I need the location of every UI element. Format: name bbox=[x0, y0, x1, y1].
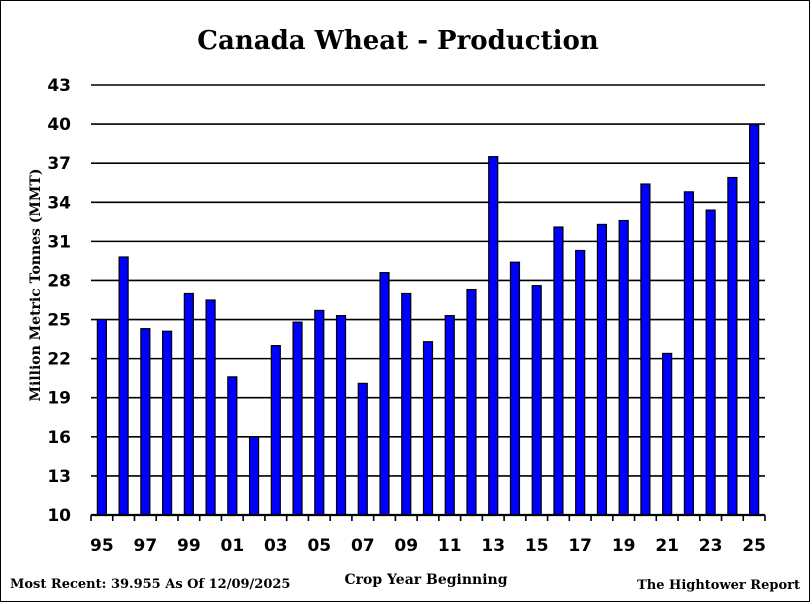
bar-17 bbox=[575, 249, 586, 516]
bar-08 bbox=[379, 272, 390, 516]
x-axis-label: Crop Year Beginning bbox=[344, 572, 507, 588]
y-tick-label: 28 bbox=[47, 271, 71, 291]
y-tick-label: 10 bbox=[47, 506, 71, 526]
bar-19 bbox=[618, 219, 629, 516]
x-tick-label: 99 bbox=[177, 536, 201, 556]
y-tick-label: 19 bbox=[47, 389, 71, 409]
bar-07 bbox=[357, 382, 368, 516]
y-tick-label: 13 bbox=[47, 467, 71, 487]
bar-00 bbox=[205, 299, 216, 516]
y-tick-label: 31 bbox=[47, 232, 71, 252]
bar-96 bbox=[118, 256, 129, 516]
bar-06 bbox=[335, 315, 347, 516]
x-tick-label: 23 bbox=[699, 536, 723, 556]
x-tick-label: 09 bbox=[394, 536, 418, 556]
y-tick-label: 40 bbox=[47, 115, 71, 135]
bar-11 bbox=[444, 315, 455, 516]
source-credit: The Hightower Report bbox=[637, 578, 800, 593]
bar-09 bbox=[401, 292, 412, 516]
y-tick-labels: 10 13 16 19 22 25 28 31 34 37 40 43 bbox=[47, 76, 71, 526]
bar-03 bbox=[270, 345, 281, 516]
x-tick-label: 21 bbox=[655, 536, 679, 556]
bar-25 bbox=[749, 124, 760, 516]
bar-18 bbox=[596, 223, 608, 516]
y-tick-label: 22 bbox=[47, 350, 71, 370]
x-tick-label: 13 bbox=[481, 536, 505, 556]
x-tick-label: 95 bbox=[90, 536, 114, 556]
bars bbox=[96, 124, 760, 516]
bar-13 bbox=[488, 156, 499, 516]
bar-21 bbox=[662, 352, 673, 516]
bar-12 bbox=[466, 288, 477, 516]
y-tick-label: 43 bbox=[47, 76, 71, 96]
bar-99 bbox=[183, 292, 194, 516]
y-axis-label: Million Metric Tonnes (MMT) bbox=[28, 169, 44, 402]
bar-14 bbox=[509, 261, 521, 516]
bar-98 bbox=[161, 330, 173, 516]
x-tick-label: 17 bbox=[568, 536, 592, 556]
y-tick-label: 16 bbox=[47, 428, 71, 448]
axes bbox=[90, 513, 766, 521]
bar-15 bbox=[531, 285, 542, 516]
x-tick-label: 15 bbox=[525, 536, 549, 556]
y-tick-label: 34 bbox=[47, 193, 71, 213]
bar-24 bbox=[727, 176, 738, 516]
bar-02 bbox=[248, 436, 260, 516]
y-tick-label: 25 bbox=[47, 311, 71, 331]
x-tick-label: 11 bbox=[438, 536, 462, 556]
chart-title: Canada Wheat - Production bbox=[197, 26, 598, 56]
bar-01 bbox=[227, 376, 238, 516]
bar-95 bbox=[96, 318, 107, 516]
y-tick-label: 37 bbox=[47, 154, 71, 174]
x-tick-label: 05 bbox=[307, 536, 331, 556]
x-tick-label: 25 bbox=[742, 536, 766, 556]
bar-20 bbox=[640, 183, 651, 516]
bar-16 bbox=[553, 226, 564, 516]
most-recent-note: Most Recent: 39.955 As Of 12/09/2025 bbox=[10, 577, 290, 592]
bar-10 bbox=[422, 341, 434, 516]
bar-04 bbox=[292, 321, 303, 516]
x-tick-label: 03 bbox=[264, 536, 288, 556]
x-tick-labels: 95 97 99 01 03 05 07 09 11 13 15 17 19 21 23 25 bbox=[90, 536, 766, 556]
x-tick-label: 19 bbox=[612, 536, 636, 556]
gridlines bbox=[91, 84, 765, 477]
bar-23 bbox=[705, 209, 716, 516]
bar-22 bbox=[683, 191, 695, 516]
x-tick-label: 97 bbox=[134, 536, 158, 556]
bar-97 bbox=[140, 328, 151, 516]
x-tick-label: 01 bbox=[220, 536, 244, 556]
x-tick-label: 07 bbox=[351, 536, 375, 556]
bar-05 bbox=[314, 309, 325, 516]
